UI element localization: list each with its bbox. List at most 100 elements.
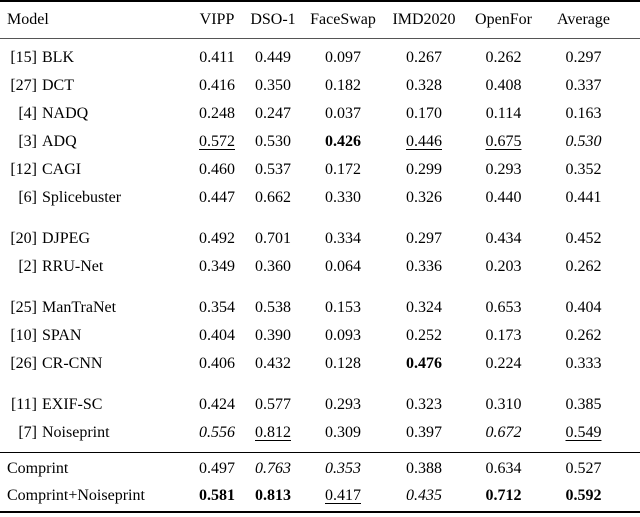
score-value: 0.426 <box>325 133 361 150</box>
model-cell: [4] NADQ <box>0 100 190 128</box>
score-cell: 0.447 <box>190 184 244 212</box>
score-cell: 0.653 <box>464 294 543 322</box>
score-value: 0.354 <box>199 299 235 316</box>
score-value: 0.813 <box>255 486 291 504</box>
citation-ref: [7] <box>18 424 37 441</box>
score-cell: 0.330 <box>302 184 384 212</box>
score-cell: 0.404 <box>543 294 640 322</box>
score-value: 0.293 <box>325 396 361 413</box>
group-spacer <box>0 281 640 294</box>
score-value: 0.252 <box>406 327 442 344</box>
score-cell: 0.441 <box>543 184 640 212</box>
score-cell: 0.182 <box>302 72 384 100</box>
score-value: 0.309 <box>325 424 361 441</box>
score-value: 0.712 <box>485 486 522 504</box>
score-cell: 0.416 <box>190 72 244 100</box>
score-cell: 0.432 <box>244 350 302 378</box>
model-name: ManTraNet <box>42 299 117 316</box>
score-value: 0.447 <box>199 189 235 206</box>
score-value: 0.701 <box>255 230 291 247</box>
score-value: 0.299 <box>406 161 442 178</box>
table-body-footer: Comprint 0.497 0.763 0.353 0.388 0.634 0.527 Co… <box>0 452 640 512</box>
score-cell: 0.163 <box>543 100 640 128</box>
score-value: 0.397 <box>406 424 442 441</box>
score-value: 0.097 <box>325 49 361 66</box>
score-value: 0.577 <box>255 396 291 413</box>
score-value: 0.297 <box>565 49 602 66</box>
score-value: 0.248 <box>199 105 235 122</box>
score-value: 0.328 <box>406 77 442 94</box>
score-cell: 0.452 <box>543 225 640 253</box>
score-value: 0.128 <box>325 355 361 372</box>
score-cell: 0.297 <box>543 44 640 72</box>
score-cell: 0.424 <box>190 391 244 419</box>
score-cell: 0.634 <box>464 455 543 482</box>
score-cell: 0.203 <box>464 253 543 281</box>
table-body-main: [15] BLK 0.411 0.449 0.097 0.267 0.262 0.297 [27… <box>0 38 640 452</box>
score-value: 0.267 <box>406 49 442 66</box>
score-cell: 0.064 <box>302 253 384 281</box>
score-cell: 0.408 <box>464 72 543 100</box>
score-cell: 0.153 <box>302 294 384 322</box>
model-cell: [7] Noiseprint <box>0 419 190 447</box>
column-header: OpenFor <box>475 10 532 28</box>
score-cell: 0.675 <box>464 128 543 156</box>
table-row: [10] SPAN 0.404 0.390 0.093 0.252 0.173 0.262 <box>0 322 640 350</box>
group-spacer <box>0 509 640 512</box>
score-value: 0.324 <box>406 299 442 316</box>
score-cell: 0.360 <box>244 253 302 281</box>
score-value: 0.163 <box>565 105 602 122</box>
table-row: Comprint 0.497 0.763 0.353 0.388 0.634 0.527 <box>0 455 640 482</box>
score-value: 0.675 <box>485 133 522 150</box>
spacer-cell <box>0 212 640 225</box>
score-value: 0.170 <box>406 105 442 122</box>
score-cell: 0.527 <box>543 455 640 482</box>
model-name: ADQ <box>42 133 77 150</box>
score-value: 0.460 <box>199 161 235 178</box>
table-row: [6] Splicebuster 0.447 0.662 0.330 0.326 0.440… <box>0 184 640 212</box>
score-cell: 0.812 <box>244 419 302 447</box>
table-row: [20] DJPEG 0.492 0.701 0.334 0.297 0.434 0.452 <box>0 225 640 253</box>
score-value: 0.064 <box>325 258 361 275</box>
score-value: 0.297 <box>406 230 442 247</box>
score-cell: 0.813 <box>244 482 302 509</box>
score-cell: 0.262 <box>543 322 640 350</box>
score-cell: 0.262 <box>464 44 543 72</box>
score-value: 0.390 <box>255 327 291 344</box>
score-value: 0.672 <box>485 424 522 441</box>
spacer-cell <box>0 281 640 294</box>
score-value: 0.173 <box>485 327 522 344</box>
score-value: 0.812 <box>255 424 291 441</box>
score-cell: 0.297 <box>384 225 464 253</box>
model-cell: [3] ADQ <box>0 128 190 156</box>
citation-ref: [25] <box>10 299 37 316</box>
score-value: 0.323 <box>406 396 442 413</box>
score-cell: 0.173 <box>464 322 543 350</box>
model-cell: [10] SPAN <box>0 322 190 350</box>
score-cell: 0.293 <box>302 391 384 419</box>
score-value: 0.530 <box>565 133 602 150</box>
table-row: [3] ADQ 0.572 0.530 0.426 0.446 0.675 0.530 <box>0 128 640 156</box>
score-cell: 0.114 <box>464 100 543 128</box>
model-cell: Comprint <box>0 455 190 482</box>
score-cell: 0.497 <box>190 455 244 482</box>
score-value: 0.114 <box>485 105 522 122</box>
score-cell: 0.170 <box>384 100 464 128</box>
score-cell: 0.354 <box>190 294 244 322</box>
score-cell: 0.449 <box>244 44 302 72</box>
score-value: 0.350 <box>255 77 291 94</box>
score-value: 0.634 <box>485 459 522 477</box>
score-value: 0.352 <box>565 161 602 178</box>
score-cell: 0.336 <box>384 253 464 281</box>
score-cell: 0.333 <box>543 350 640 378</box>
score-cell: 0.577 <box>244 391 302 419</box>
score-cell: 0.349 <box>190 253 244 281</box>
model-name: Noiseprint <box>42 424 110 441</box>
model-name: CAGI <box>42 161 82 178</box>
model-cell: [27] DCT <box>0 72 190 100</box>
score-cell: 0.426 <box>302 128 384 156</box>
score-cell: 0.128 <box>302 350 384 378</box>
score-value: 0.262 <box>485 49 522 66</box>
table-row: [11] EXIF-SC 0.424 0.577 0.293 0.323 0.310 0.38… <box>0 391 640 419</box>
